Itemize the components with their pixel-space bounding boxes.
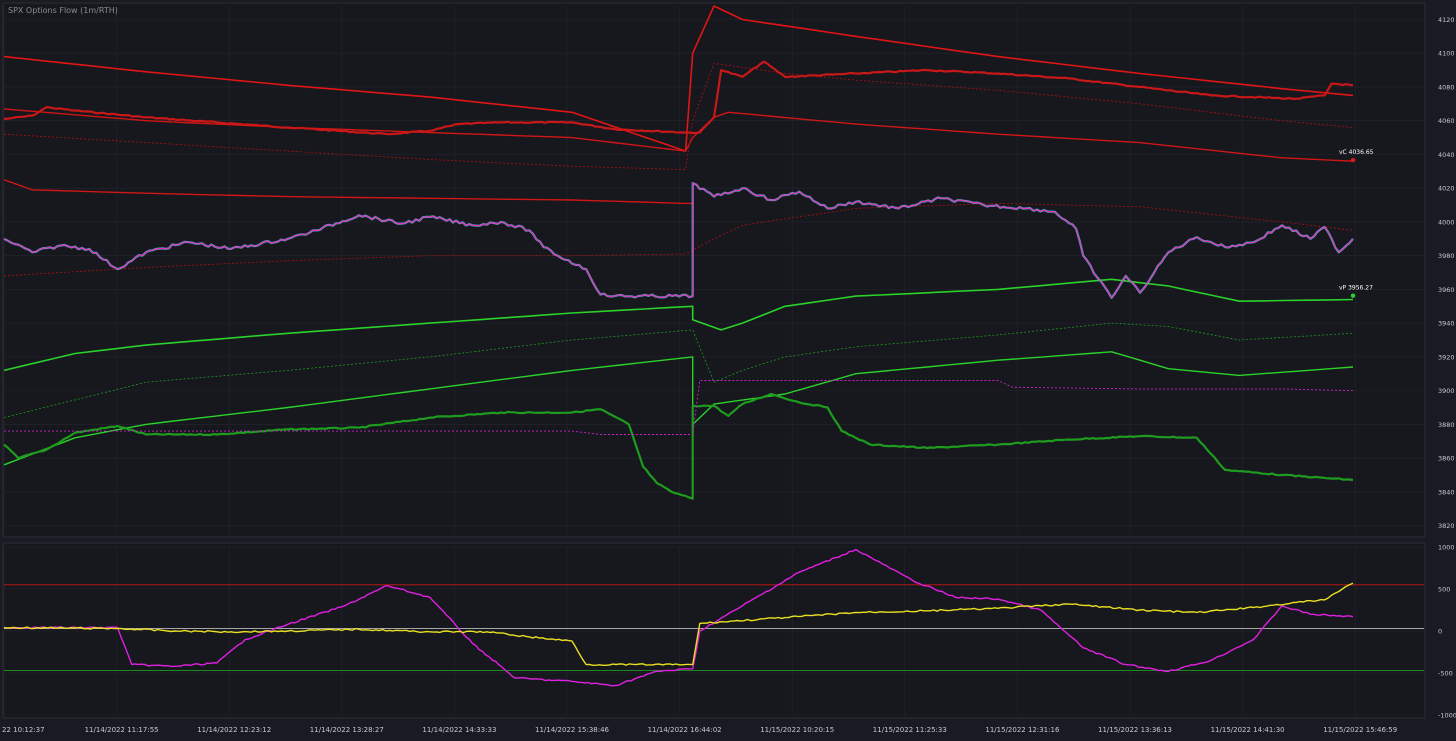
series-r6 [3, 203, 1354, 277]
bottom-y-tick-label-1: 500 [1438, 586, 1450, 594]
series-g2 [3, 351, 1354, 466]
bottom-panel-grid [3, 546, 1424, 716]
top-y-tick-label-3: 3880 [1438, 421, 1455, 429]
x-tick-label-4: 11/14/2022 14:33:33 [422, 726, 496, 734]
bottom-panel-series [3, 548, 1354, 687]
top-y-tick-label-10: 4020 [1438, 185, 1455, 193]
x-tick-label-8: 11/15/2022 11:25:33 [873, 726, 947, 734]
series-g1 [3, 278, 1354, 372]
top-y-tick-label-12: 4060 [1438, 117, 1455, 125]
top-panel-annotations: vC 4036.65 vP 3956.27 [1339, 149, 1374, 298]
series-magenta [3, 548, 1354, 687]
x-tick-label-3: 11/14/2022 13:28:27 [310, 726, 384, 734]
series-r3 [3, 108, 1354, 162]
bottom-panel-background [2, 542, 1426, 719]
bottom-y-tick-label-2: 0 [1438, 628, 1442, 636]
top-y-tick-label-0: 3820 [1438, 522, 1455, 530]
top-y-tick-label-11: 4040 [1438, 151, 1455, 159]
bottom-y-tick-label-0: 1000 [1438, 544, 1455, 552]
annotation-dot-1 [1350, 293, 1356, 298]
x-tick-label-12: 11/15/2022 15:46:59 [1323, 726, 1397, 734]
top-y-tick-label-4: 3900 [1438, 387, 1455, 395]
bottom-y-tick-label-3: -500 [1438, 670, 1453, 678]
x-tick-label-1: 11/14/2022 11:17:55 [85, 726, 159, 734]
series-g3 [3, 392, 1354, 500]
top-panel-grid [3, 6, 1424, 534]
top-y-tick-label-1: 3840 [1438, 488, 1455, 496]
series-r5 [3, 63, 1354, 170]
top-y-tick-label-7: 3960 [1438, 286, 1455, 294]
top-panel-y-ticks: 3820 3840 3860 3880 3900 3920 3940 3960 3980 4000… [1438, 16, 1455, 530]
x-tick-label-11: 11/15/2022 14:41:30 [1211, 726, 1285, 734]
annotation-label-1: vP 3956.27 [1339, 285, 1373, 292]
x-tick-label-2: 11/14/2022 12:23:12 [197, 726, 271, 734]
top-y-tick-label-9: 4000 [1438, 218, 1455, 226]
top-y-tick-label-8: 3980 [1438, 252, 1455, 260]
annotation-label-0: vC 4036.65 [1339, 149, 1374, 156]
top-panel-background [2, 2, 1426, 538]
top-y-tick-label-6: 3940 [1438, 320, 1455, 328]
series-r4 [3, 179, 693, 205]
bottom-y-tick-label-4: -1000 [1438, 712, 1456, 720]
series-g4 [3, 322, 1354, 418]
bottom-panel-reference-lines [4, 584, 1424, 671]
x-tick-label-6: 11/14/2022 16:44:02 [648, 726, 722, 734]
x-tick-label-10: 11/15/2022 13:36:13 [1098, 726, 1172, 734]
x-tick-label-7: 11/15/2022 10:20:15 [760, 726, 834, 734]
series-m1 [4, 380, 1354, 435]
series-yellow [3, 582, 1354, 666]
series-price [3, 182, 1354, 299]
top-y-tick-label-13: 4080 [1438, 83, 1455, 91]
x-tick-label-9: 11/15/2022 12:31:16 [985, 726, 1060, 734]
top-y-tick-label-15: 4120 [1438, 16, 1455, 24]
series-r2 [3, 60, 1354, 136]
top-y-tick-label-14: 4100 [1438, 50, 1455, 58]
bottom-panel-y-ticks: 1000 500 0 -500 -1000 [1438, 544, 1456, 720]
top-y-tick-label-2: 3860 [1438, 455, 1455, 463]
x-tick-label-0: 22 10:12:37 [2, 726, 45, 734]
top-y-tick-label-5: 3920 [1438, 353, 1455, 361]
x-tick-label-5: 11/14/2022 15:38:46 [535, 726, 610, 734]
chart-title: SPX Options Flow (1m/RTH) [8, 6, 118, 15]
annotation-dot-0 [1350, 157, 1356, 163]
top-panel-series [3, 5, 1354, 500]
x-axis-ticks: 22 10:12:37 11/14/2022 11:17:55 11/14/2022… [2, 726, 1397, 734]
